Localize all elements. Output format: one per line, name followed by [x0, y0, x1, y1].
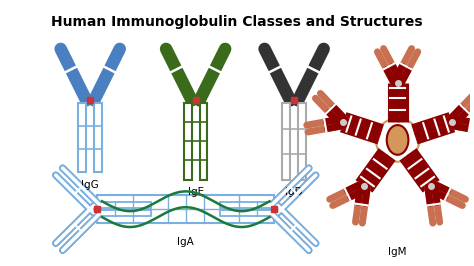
Text: Human Immunoglobulin Classes and Structures: Human Immunoglobulin Classes and Structu…: [51, 15, 423, 29]
Text: IgD: IgD: [285, 188, 303, 197]
FancyBboxPatch shape: [283, 103, 290, 180]
FancyBboxPatch shape: [97, 195, 274, 223]
FancyBboxPatch shape: [220, 210, 274, 216]
FancyBboxPatch shape: [94, 103, 102, 172]
Text: IgG: IgG: [82, 180, 99, 189]
FancyBboxPatch shape: [78, 103, 86, 172]
FancyBboxPatch shape: [97, 210, 151, 216]
FancyBboxPatch shape: [97, 202, 151, 208]
Text: IgE: IgE: [188, 188, 204, 197]
FancyBboxPatch shape: [184, 103, 191, 180]
Ellipse shape: [387, 125, 409, 155]
FancyBboxPatch shape: [220, 202, 274, 208]
Text: IgM: IgM: [388, 247, 407, 257]
Text: IgA: IgA: [177, 237, 194, 247]
FancyBboxPatch shape: [200, 103, 208, 180]
FancyBboxPatch shape: [298, 103, 306, 180]
